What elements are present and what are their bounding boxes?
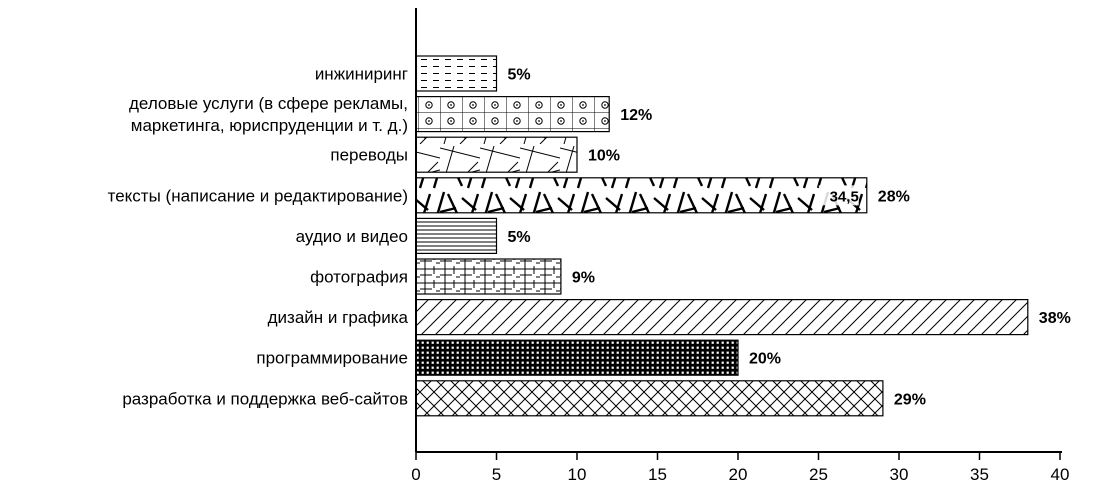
- category-label: дизайн и графика: [268, 308, 409, 327]
- bar: [415, 258, 562, 295]
- bar: [415, 299, 1029, 336]
- value-label: 5%: [508, 229, 531, 246]
- x-tick-label: 5: [492, 465, 501, 484]
- category-label: аудио и видео: [296, 227, 408, 246]
- category-label: разработка и поддержка веб-сайтов: [122, 389, 408, 408]
- bar: [415, 177, 868, 214]
- x-ticks-group: 0 5 10 15 20 25 30 35 40: [411, 452, 1069, 484]
- x-tick-label: 30: [890, 465, 909, 484]
- x-tick-label: 15: [648, 465, 667, 484]
- bar: [415, 339, 739, 376]
- x-tick-label: 0: [411, 465, 420, 484]
- bar: [415, 136, 578, 173]
- bar: [415, 217, 498, 254]
- category-label: программирование: [256, 349, 408, 368]
- x-tick-label: 25: [809, 465, 828, 484]
- in-bar-annotation: 34,5: [830, 188, 859, 205]
- category-label: инжиниринг: [315, 65, 408, 84]
- x-tick-label: 40: [1051, 465, 1070, 484]
- category-label: фотография: [310, 268, 408, 287]
- annotation-background: [818, 185, 859, 206]
- value-label: 20%: [749, 351, 781, 368]
- value-label: 10%: [588, 148, 620, 165]
- x-tick-label: 20: [729, 465, 748, 484]
- category-labels-group: инжиниринг деловые услуги (в сфере реклам…: [108, 65, 409, 409]
- value-label: 9%: [572, 270, 595, 287]
- x-tick-label: 35: [970, 465, 989, 484]
- value-label: 29%: [894, 391, 926, 408]
- category-label: переводы: [330, 146, 408, 165]
- category-label: деловые услуги (в сфере рекламы,: [129, 94, 408, 113]
- value-label: 28%: [878, 188, 910, 205]
- value-label: 5%: [508, 67, 531, 84]
- value-label: 38%: [1039, 310, 1071, 327]
- bar: [415, 95, 610, 133]
- x-tick-label: 10: [568, 465, 587, 484]
- bar: [415, 55, 498, 92]
- bar: [415, 380, 884, 417]
- bars-group: [415, 55, 1029, 417]
- value-label: 12%: [620, 107, 652, 124]
- category-label: тексты (написание и редактирование): [108, 186, 408, 205]
- category-label: маркетинга, юриспруденции и т. д.): [131, 116, 408, 135]
- value-labels-group: 5% 12% 10% 28% 5% 9% 38% 20% 29% 34,5: [508, 67, 1071, 409]
